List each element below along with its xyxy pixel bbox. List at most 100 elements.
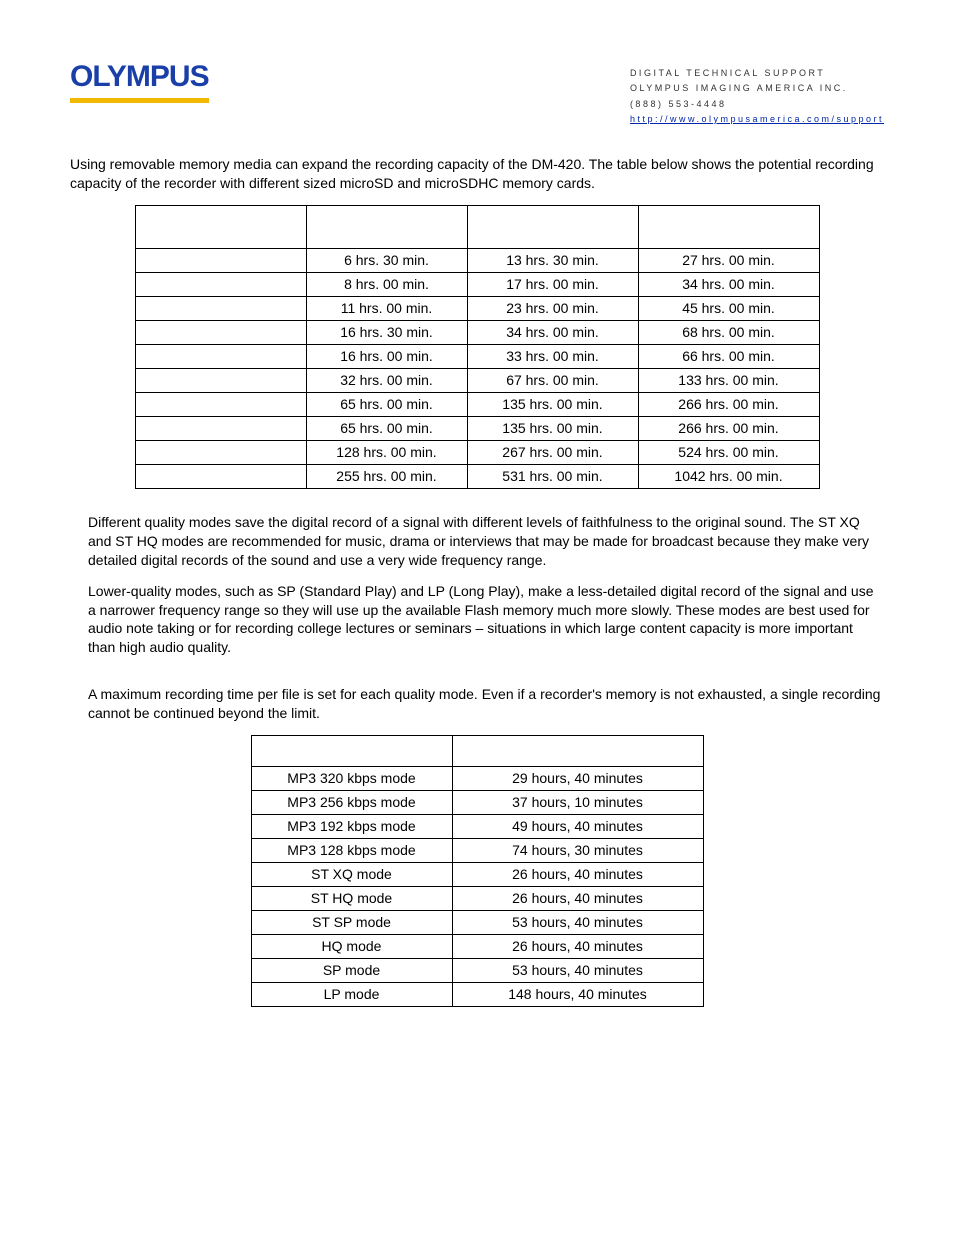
table-cell <box>135 368 306 392</box>
page-header: OLYMPUS DIGITAL TECHNICAL SUPPORT OLYMPU… <box>70 60 884 127</box>
table-row: ST SP mode53 hours, 40 minutes <box>251 910 703 934</box>
table-cell: MP3 256 kbps mode <box>251 790 452 814</box>
table-row: 255 hrs. 00 min.531 hrs. 00 min.1042 hrs… <box>135 464 819 488</box>
table-cell: MP3 128 kbps mode <box>251 838 452 862</box>
table-cell: ST XQ mode <box>251 862 452 886</box>
table-cell: 135 hrs. 00 min. <box>467 416 638 440</box>
table-cell: 32 hrs. 00 min. <box>306 368 467 392</box>
table-cell <box>135 392 306 416</box>
table-cell: 255 hrs. 00 min. <box>306 464 467 488</box>
table-row: LP mode148 hours, 40 minutes <box>251 982 703 1006</box>
table-cell <box>135 320 306 344</box>
table-row: 6 hrs. 30 min.13 hrs. 30 min.27 hrs. 00 … <box>135 248 819 272</box>
table-cell: 34 hrs. 00 min. <box>467 320 638 344</box>
max-recording-paragraph: A maximum recording time per file is set… <box>88 685 884 723</box>
table-header-cell <box>306 205 467 248</box>
max-recording-table: MP3 320 kbps mode29 hours, 40 minutes MP… <box>251 735 704 1007</box>
meta-line-title: DIGITAL TECHNICAL SUPPORT <box>630 66 884 81</box>
table-cell: 13 hrs. 30 min. <box>467 248 638 272</box>
table-cell: 8 hrs. 00 min. <box>306 272 467 296</box>
logo: OLYMPUS <box>70 60 209 103</box>
table-row: 128 hrs. 00 min.267 hrs. 00 min.524 hrs.… <box>135 440 819 464</box>
table-cell <box>135 440 306 464</box>
table-cell: 524 hrs. 00 min. <box>638 440 819 464</box>
table-header-cell <box>452 735 703 766</box>
table-cell: 148 hours, 40 minutes <box>452 982 703 1006</box>
table-cell: 1042 hrs. 00 min. <box>638 464 819 488</box>
table-row: 32 hrs. 00 min.67 hrs. 00 min.133 hrs. 0… <box>135 368 819 392</box>
table-cell: 6 hrs. 30 min. <box>306 248 467 272</box>
table-cell: 66 hrs. 00 min. <box>638 344 819 368</box>
table-cell: 531 hrs. 00 min. <box>467 464 638 488</box>
table-cell: 45 hrs. 00 min. <box>638 296 819 320</box>
table-cell: MP3 192 kbps mode <box>251 814 452 838</box>
table-cell: 133 hrs. 00 min. <box>638 368 819 392</box>
table-header-cell <box>135 205 306 248</box>
table-cell: 16 hrs. 00 min. <box>306 344 467 368</box>
table-cell: 74 hours, 30 minutes <box>452 838 703 862</box>
table-cell: 23 hrs. 00 min. <box>467 296 638 320</box>
table-cell: 128 hrs. 00 min. <box>306 440 467 464</box>
table-row: SP mode53 hours, 40 minutes <box>251 958 703 982</box>
table-cell <box>135 416 306 440</box>
table-header-cell <box>638 205 819 248</box>
table-cell: 53 hours, 40 minutes <box>452 910 703 934</box>
table-row: ST XQ mode26 hours, 40 minutes <box>251 862 703 886</box>
intro-paragraph: Using removable memory media can expand … <box>70 155 884 193</box>
quality-paragraph-1: Different quality modes save the digital… <box>88 513 884 570</box>
table-cell: 26 hours, 40 minutes <box>452 886 703 910</box>
table-cell: 68 hrs. 00 min. <box>638 320 819 344</box>
table-cell: LP mode <box>251 982 452 1006</box>
table-header-cell <box>467 205 638 248</box>
table-cell: 11 hrs. 00 min. <box>306 296 467 320</box>
meta-line-company: OLYMPUS IMAGING AMERICA INC. <box>630 81 884 96</box>
table-row: 16 hrs. 30 min.34 hrs. 00 min.68 hrs. 00… <box>135 320 819 344</box>
table-header-cell <box>251 735 452 766</box>
meta-url-link[interactable]: http://www.olympusamerica.com/support <box>630 114 884 124</box>
table-cell: MP3 320 kbps mode <box>251 766 452 790</box>
table-cell: 27 hrs. 00 min. <box>638 248 819 272</box>
table-row: 65 hrs. 00 min.135 hrs. 00 min.266 hrs. … <box>135 416 819 440</box>
table-cell <box>135 296 306 320</box>
table-cell: 135 hrs. 00 min. <box>467 392 638 416</box>
table-cell: 266 hrs. 00 min. <box>638 416 819 440</box>
table-cell: ST SP mode <box>251 910 452 934</box>
table-header-row <box>135 205 819 248</box>
table-row: ST HQ mode26 hours, 40 minutes <box>251 886 703 910</box>
table-cell: 17 hrs. 00 min. <box>467 272 638 296</box>
logo-text: OLYMPUS <box>70 60 209 103</box>
table-row: HQ mode26 hours, 40 minutes <box>251 934 703 958</box>
quality-paragraph-2: Lower-quality modes, such as SP (Standar… <box>88 582 884 658</box>
table-cell <box>135 464 306 488</box>
table-cell: ST HQ mode <box>251 886 452 910</box>
table-cell: SP mode <box>251 958 452 982</box>
table-row: MP3 320 kbps mode29 hours, 40 minutes <box>251 766 703 790</box>
table-cell: 16 hrs. 30 min. <box>306 320 467 344</box>
table-row: 11 hrs. 00 min.23 hrs. 00 min.45 hrs. 00… <box>135 296 819 320</box>
table-cell: 267 hrs. 00 min. <box>467 440 638 464</box>
table-row: MP3 256 kbps mode37 hours, 10 minutes <box>251 790 703 814</box>
table-cell: 65 hrs. 00 min. <box>306 416 467 440</box>
table-header-row <box>251 735 703 766</box>
table-cell <box>135 344 306 368</box>
table-cell: 266 hrs. 00 min. <box>638 392 819 416</box>
table-cell: 26 hours, 40 minutes <box>452 934 703 958</box>
table-cell: 34 hrs. 00 min. <box>638 272 819 296</box>
meta-phone: (888) 553-4448 <box>630 97 884 112</box>
table-cell: 29 hours, 40 minutes <box>452 766 703 790</box>
quality-modes-section: Different quality modes save the digital… <box>88 513 884 723</box>
table-cell: 49 hours, 40 minutes <box>452 814 703 838</box>
table-cell: 33 hrs. 00 min. <box>467 344 638 368</box>
table-cell <box>135 248 306 272</box>
table-cell <box>135 272 306 296</box>
header-meta: DIGITAL TECHNICAL SUPPORT OLYMPUS IMAGIN… <box>630 66 884 127</box>
table-row: 65 hrs. 00 min.135 hrs. 00 min.266 hrs. … <box>135 392 819 416</box>
table-cell: 65 hrs. 00 min. <box>306 392 467 416</box>
table-cell: 67 hrs. 00 min. <box>467 368 638 392</box>
capacity-table: 6 hrs. 30 min.13 hrs. 30 min.27 hrs. 00 … <box>135 205 820 489</box>
table-row: MP3 192 kbps mode49 hours, 40 minutes <box>251 814 703 838</box>
table-cell: 26 hours, 40 minutes <box>452 862 703 886</box>
table-row: 8 hrs. 00 min.17 hrs. 00 min.34 hrs. 00 … <box>135 272 819 296</box>
table-cell: 53 hours, 40 minutes <box>452 958 703 982</box>
table-cell: 37 hours, 10 minutes <box>452 790 703 814</box>
